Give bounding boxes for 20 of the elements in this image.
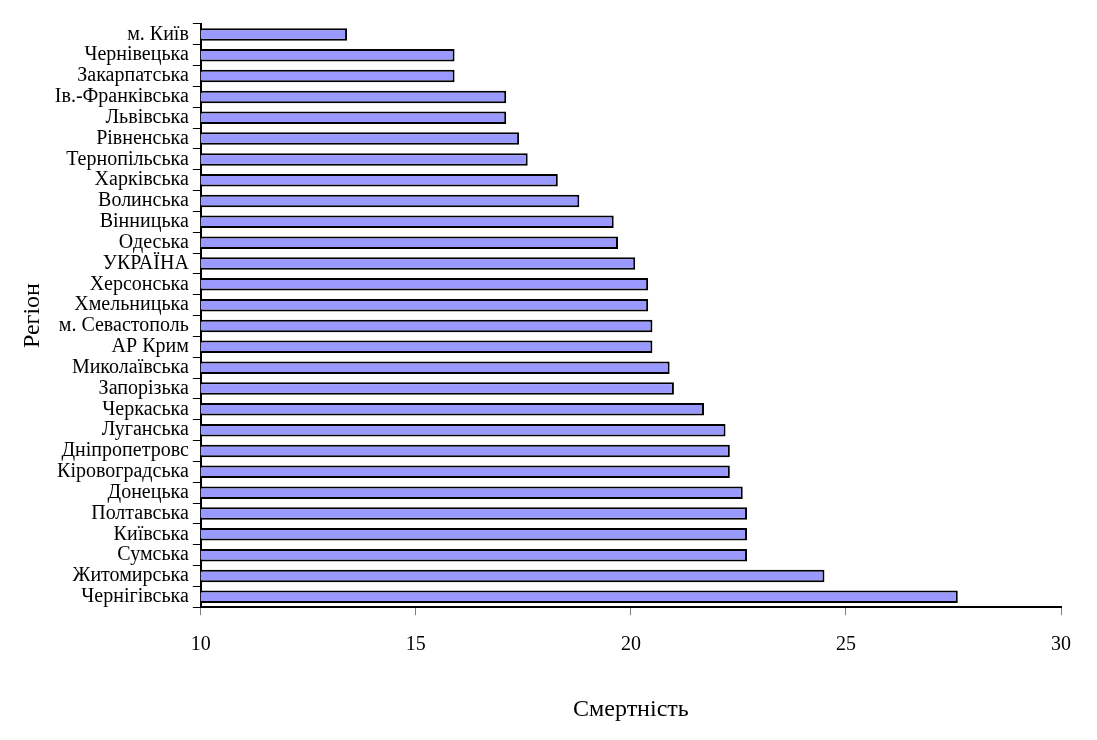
x-tick-label: 30 — [1051, 632, 1071, 655]
y-tick-label: м. Київ — [127, 21, 189, 44]
x-tick-label: 15 — [405, 632, 426, 655]
x-tick-label: 20 — [620, 632, 641, 655]
y-tick-label: АР Крим — [111, 334, 190, 358]
y-axis-title: Регіон — [17, 282, 44, 349]
x-tick-label: 10 — [190, 632, 211, 655]
x-tick-label: 25 — [835, 632, 856, 655]
y-tick-label: Київська — [113, 521, 189, 544]
y-tick-label: Тернопільська — [66, 146, 189, 170]
y-tick-label: Рівненська — [96, 125, 189, 148]
y-tick-label: Львівська — [105, 104, 189, 127]
y-tick-label: м. Севастополь — [58, 313, 189, 336]
y-tick-label: Вінницька — [99, 209, 189, 233]
x-axis-title: Смертність — [573, 694, 689, 721]
y-tick-label: Сумська — [117, 542, 189, 566]
y-tick-label: Харківська — [94, 167, 189, 191]
y-tick-label: Запорізька — [98, 375, 189, 399]
y-tick-label: Херсонська — [89, 271, 189, 295]
y-tick-label: Чернівецька — [84, 42, 189, 66]
